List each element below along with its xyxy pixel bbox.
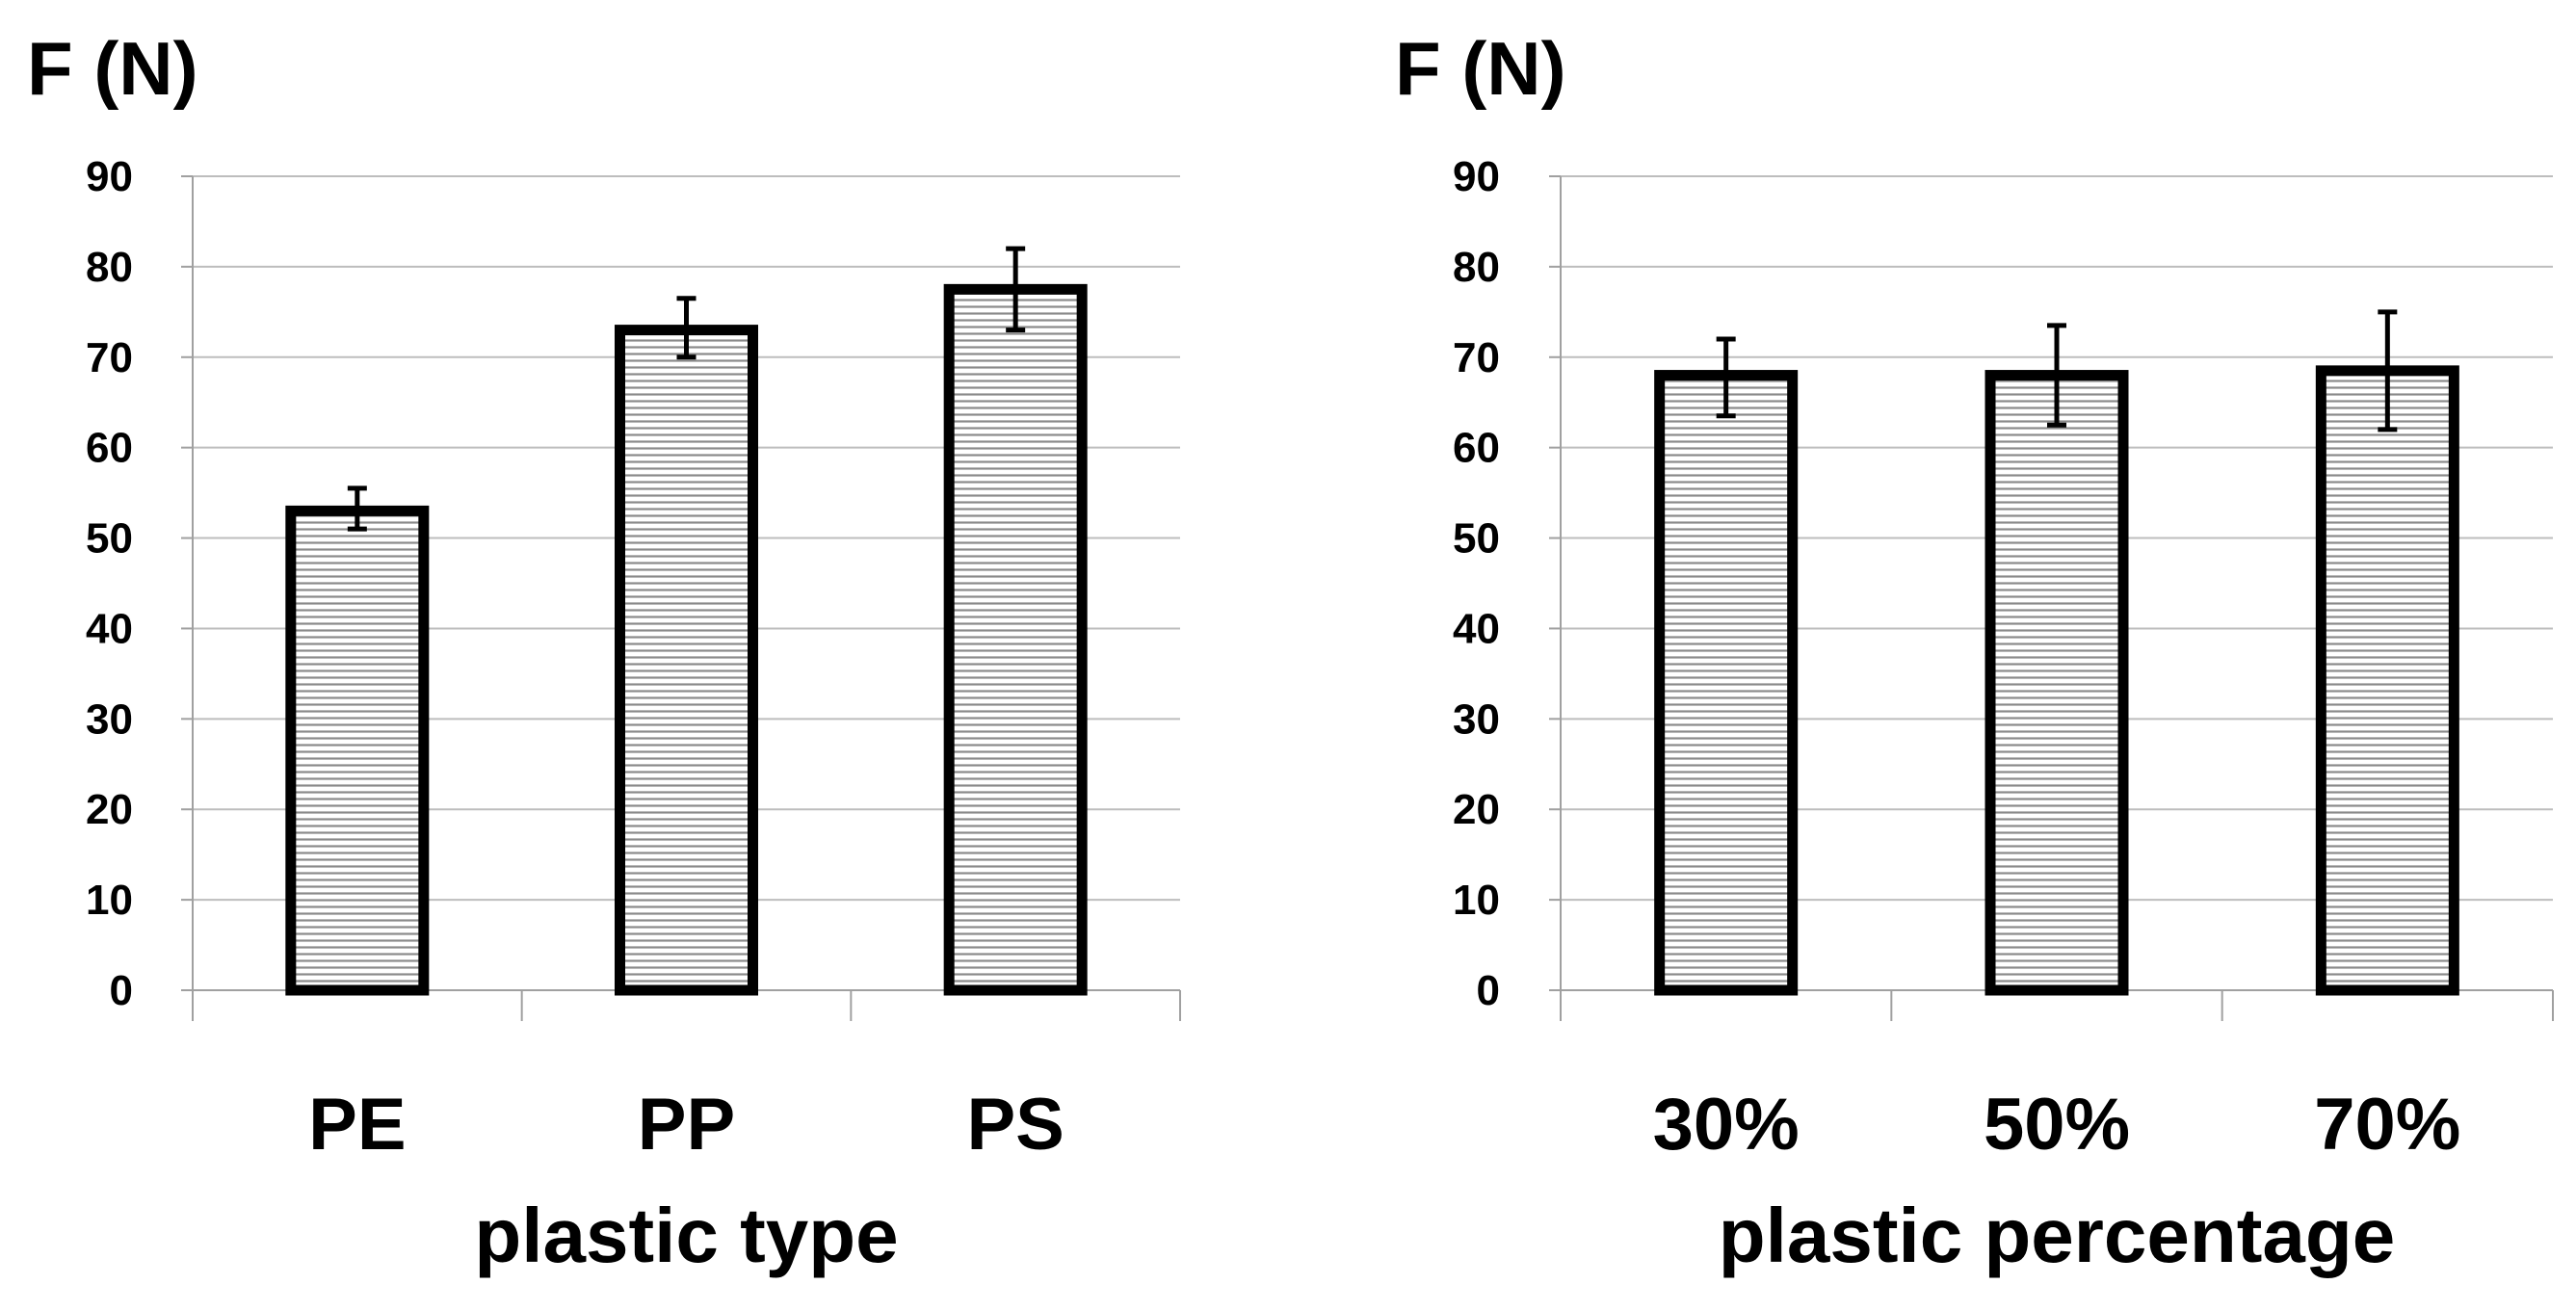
chart1-y-tick-label: 40 xyxy=(86,605,133,652)
chart1-x-category-label: PP xyxy=(638,1084,735,1166)
chart2-y-tick-label: 10 xyxy=(1453,877,1500,924)
chart2-x-category-label: 70% xyxy=(2314,1084,2460,1166)
chart2-y-tick-label: 40 xyxy=(1453,605,1500,652)
chart2-y-tick-label: 80 xyxy=(1453,244,1500,291)
chart2-x-axis-title: plastic percentage xyxy=(1719,1193,2396,1278)
chart2-y-tick-label: 70 xyxy=(1453,334,1500,381)
chart2-bar-70pct xyxy=(2315,365,2459,996)
chart1-y-tick-label: 20 xyxy=(86,786,133,833)
chart2-y-axis-title: F (N) xyxy=(1395,26,1566,111)
chart2-bar-50pct xyxy=(1985,370,2129,996)
chart2-y-tick-label: 20 xyxy=(1453,786,1500,833)
chart1-y-tick-label: 70 xyxy=(86,334,133,381)
chart1-y-axis-title: F (N) xyxy=(27,26,198,111)
chart1-y-tick-label: 80 xyxy=(86,244,133,291)
chart2-y-tick-label: 0 xyxy=(1477,967,1500,1014)
chart2-x-category-label: 30% xyxy=(1653,1084,1800,1166)
chart1-y-tick-label: 50 xyxy=(86,515,133,563)
chart1-y-tick-label: 60 xyxy=(86,425,133,472)
chart1-y-tick-label: 10 xyxy=(86,877,133,924)
chart1-x-category-label: PS xyxy=(966,1084,1064,1166)
chart2-x-category-label: 50% xyxy=(1984,1084,2130,1166)
chart2-bar-30pct xyxy=(1654,370,1799,996)
chart2-y-tick-label: 50 xyxy=(1453,515,1500,563)
chart1-x-axis-title: plastic type xyxy=(474,1193,898,1278)
chart2-y-tick-label: 30 xyxy=(1453,695,1500,743)
chart1-bar-pe xyxy=(285,505,430,996)
chart1-bar-ps xyxy=(943,283,1088,996)
chart1-x-category-label: PE xyxy=(308,1084,406,1166)
chart1-y-tick-label: 0 xyxy=(110,967,133,1014)
chart1-bar-pp xyxy=(615,325,758,996)
chart2-y-tick-label: 90 xyxy=(1453,153,1500,200)
chart1-y-tick-label: 30 xyxy=(86,695,133,743)
chart2-y-tick-label: 60 xyxy=(1453,425,1500,472)
chart1-y-tick-label: 90 xyxy=(86,153,133,200)
